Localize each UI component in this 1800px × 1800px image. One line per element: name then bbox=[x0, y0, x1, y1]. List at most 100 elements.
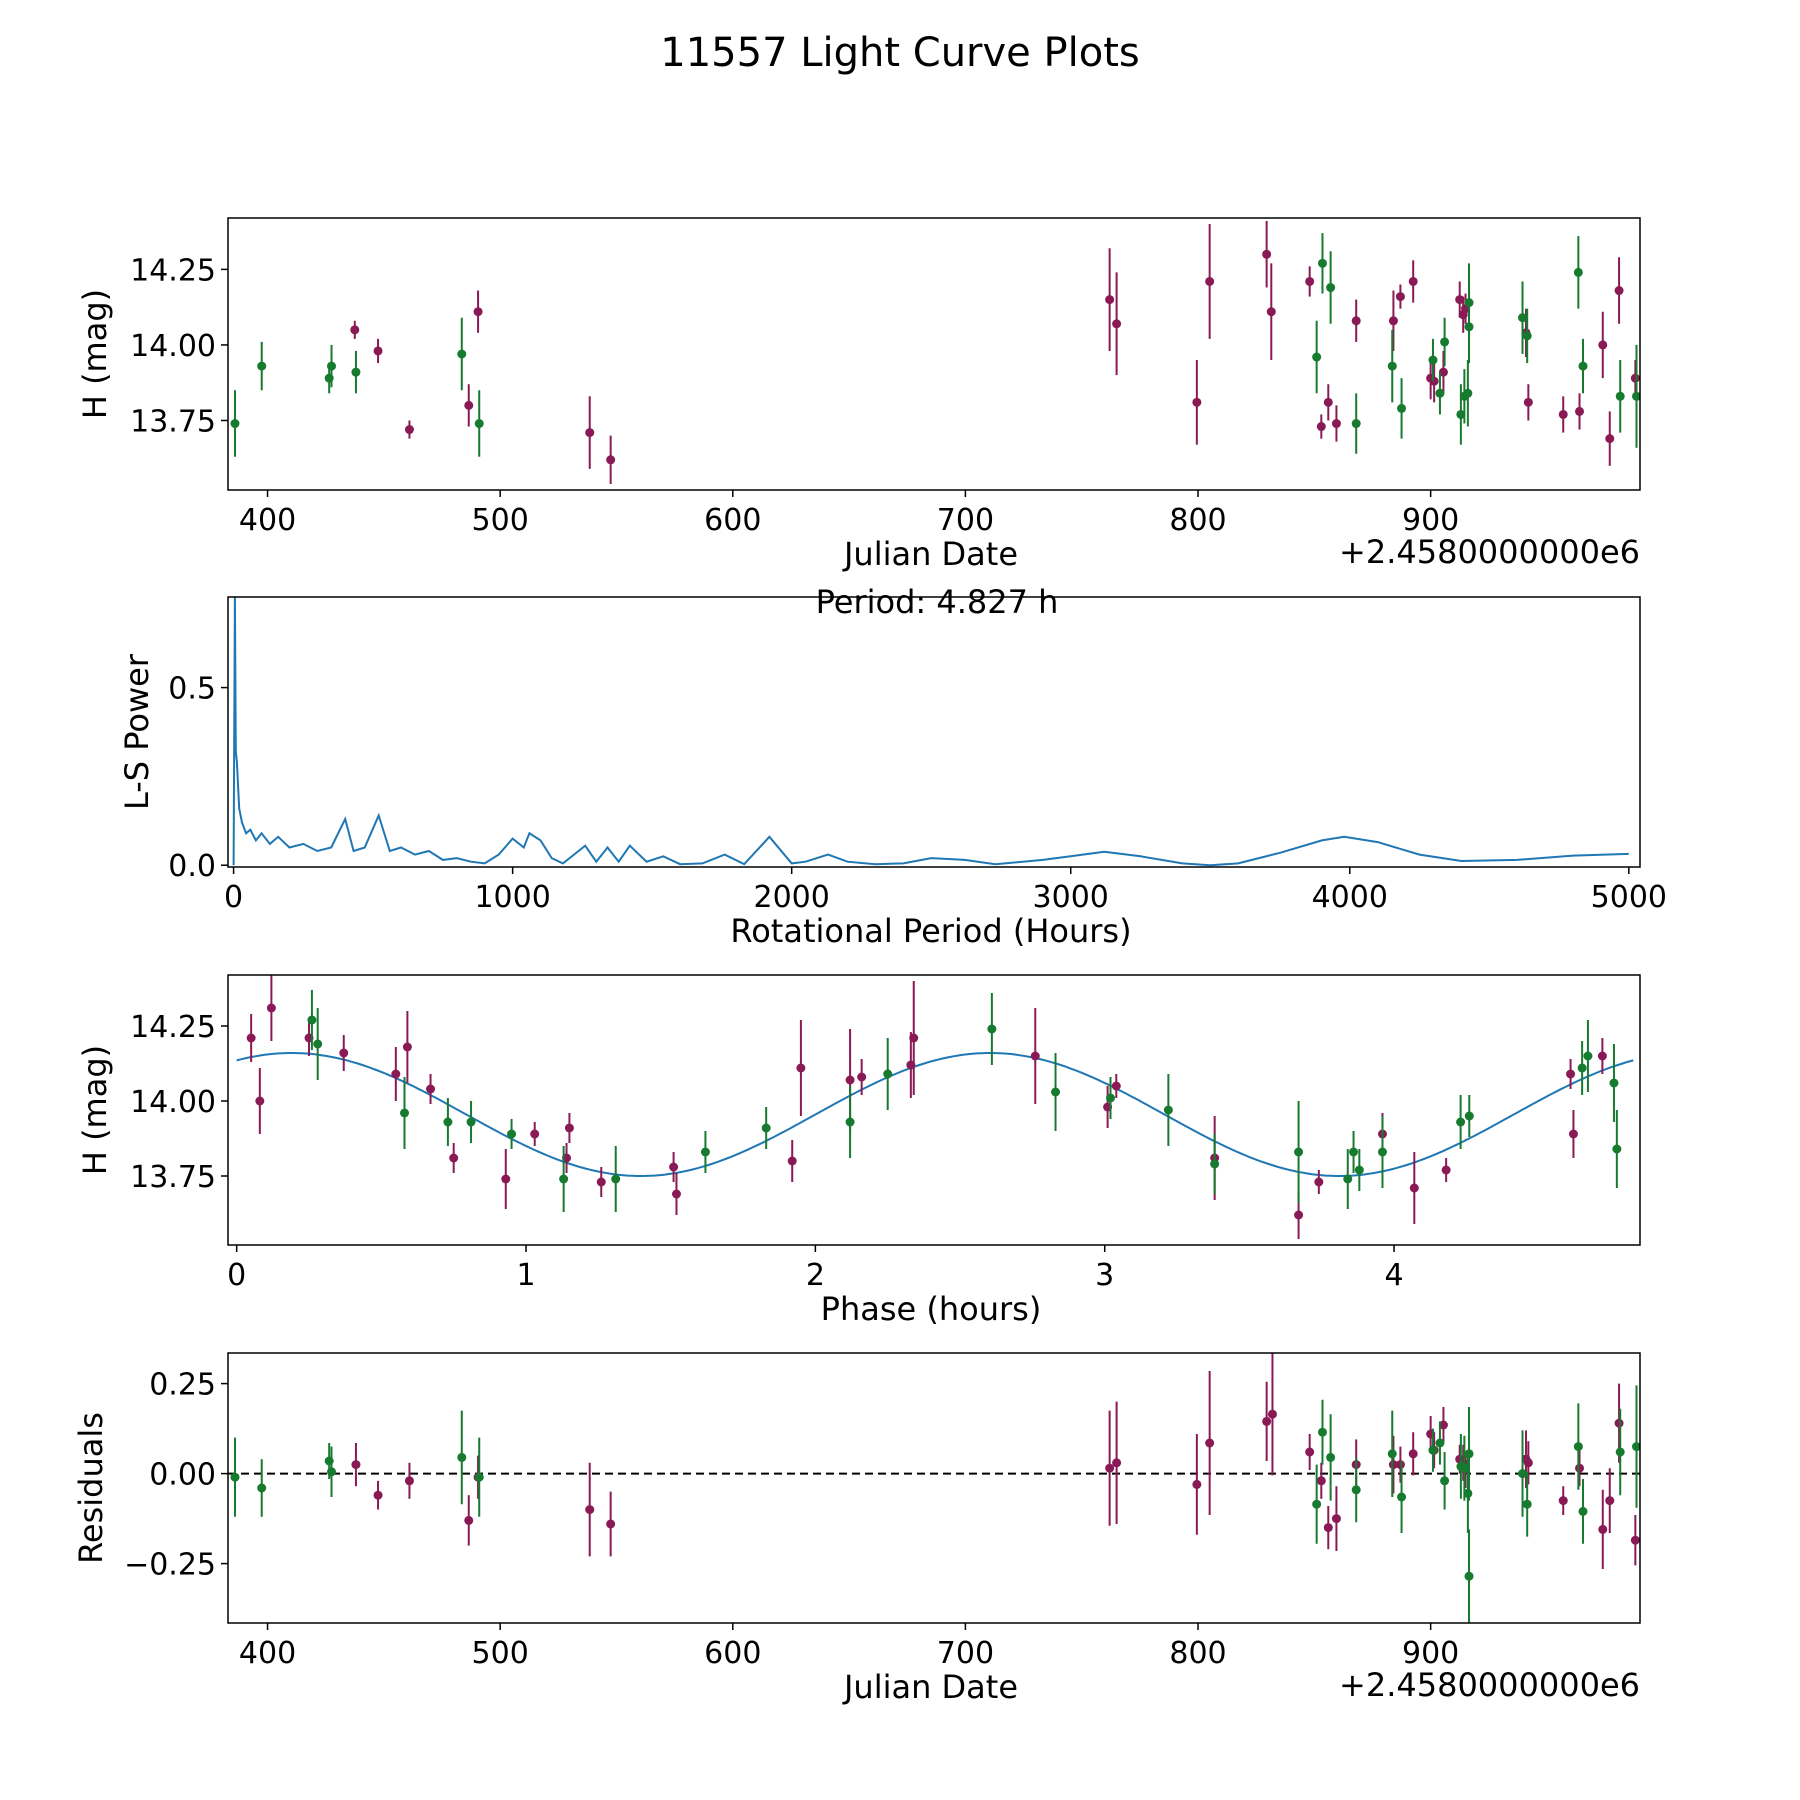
data-point bbox=[257, 1483, 267, 1493]
data-point bbox=[1435, 388, 1445, 398]
data-point bbox=[1387, 1449, 1397, 1459]
data-point bbox=[1464, 1111, 1474, 1121]
data-point bbox=[474, 1472, 484, 1482]
x-tick-label: 400 bbox=[239, 1636, 296, 1671]
data-point bbox=[1614, 286, 1624, 296]
data-point bbox=[1438, 367, 1448, 377]
data-point bbox=[1632, 1442, 1640, 1452]
y-tick-label: 0.0 bbox=[168, 849, 216, 884]
data-point bbox=[1192, 1479, 1202, 1489]
x-axis-label: Phase (hours) bbox=[821, 1290, 1042, 1328]
data-point bbox=[1568, 1129, 1578, 1139]
data-point bbox=[1615, 1447, 1625, 1457]
period-annotation: Period: 4.827 h bbox=[816, 583, 1059, 621]
data-point bbox=[1262, 1416, 1272, 1426]
data-point bbox=[1558, 409, 1568, 419]
data-point bbox=[1428, 355, 1438, 365]
x-tick-label: 700 bbox=[937, 503, 994, 538]
x-tick-label: 0 bbox=[224, 880, 243, 915]
panel-residuals: 400 500 600 700 800 900 −0.25 0.00 0.25 Julian Da… bbox=[72, 1352, 1641, 1706]
data-point bbox=[1163, 1105, 1173, 1115]
x-tick-label: 700 bbox=[937, 1636, 994, 1671]
data-point bbox=[1112, 1458, 1122, 1468]
axes-frame bbox=[227, 974, 1641, 1246]
data-point bbox=[1316, 422, 1326, 432]
data-point bbox=[1030, 1051, 1040, 1061]
data-point bbox=[1612, 1144, 1622, 1154]
data-point bbox=[1397, 403, 1407, 413]
data-point bbox=[1388, 1460, 1398, 1470]
data-point bbox=[501, 1174, 511, 1184]
data-point bbox=[1267, 1409, 1277, 1419]
data-point bbox=[1464, 1449, 1474, 1459]
data-point bbox=[1408, 276, 1418, 286]
data-point bbox=[596, 1177, 606, 1187]
data-point bbox=[845, 1117, 855, 1127]
data-point bbox=[987, 1024, 997, 1034]
data-point bbox=[1205, 276, 1215, 286]
data-point bbox=[1314, 1177, 1324, 1187]
data-point bbox=[1105, 1463, 1115, 1473]
axes-frame bbox=[227, 217, 1641, 491]
model-fit-curve bbox=[236, 1052, 1634, 1177]
data-point bbox=[1408, 1449, 1418, 1459]
data-point bbox=[1351, 316, 1361, 326]
data-point bbox=[1558, 1496, 1568, 1506]
data-point bbox=[606, 1519, 616, 1529]
x-tick-label: 2000 bbox=[754, 880, 830, 915]
data-point bbox=[1456, 409, 1466, 419]
data-point bbox=[1605, 434, 1615, 444]
data-point bbox=[351, 367, 361, 377]
y-tick-label: 14.25 bbox=[130, 253, 216, 288]
data-point bbox=[1429, 376, 1439, 386]
data-point bbox=[1583, 1051, 1593, 1061]
data-point bbox=[400, 1108, 409, 1118]
data-point bbox=[1522, 1499, 1532, 1509]
series-green bbox=[230, 233, 1640, 457]
x-tick-label: 4000 bbox=[1312, 880, 1388, 915]
data-point bbox=[443, 1117, 453, 1127]
data-point bbox=[1262, 249, 1272, 259]
data-point bbox=[1578, 361, 1588, 371]
data-point bbox=[585, 428, 595, 438]
y-tick-label: 14.25 bbox=[130, 1010, 216, 1045]
panel-phasefold: 0 1 2 3 4 13.75 14.00 14.25 Phase (hours) H (mag) bbox=[76, 974, 1641, 1328]
data-point bbox=[1575, 406, 1585, 416]
x-tick-label: 3 bbox=[1095, 1258, 1114, 1293]
y-tick-label: 14.00 bbox=[130, 329, 216, 364]
data-point bbox=[449, 1153, 459, 1163]
data-point bbox=[426, 1084, 436, 1094]
data-point bbox=[404, 425, 414, 435]
data-point bbox=[1464, 1571, 1474, 1581]
data-point bbox=[473, 307, 483, 317]
data-point bbox=[313, 1039, 323, 1049]
data-point bbox=[351, 1460, 361, 1470]
data-point bbox=[1597, 1051, 1607, 1061]
data-point bbox=[1615, 391, 1625, 401]
x-axis-label: Julian Date bbox=[842, 535, 1018, 573]
data-point bbox=[1577, 1063, 1587, 1073]
x-tick-label: 1000 bbox=[474, 880, 550, 915]
data-point bbox=[1349, 1147, 1359, 1157]
periodogram-line bbox=[232, 597, 1629, 867]
data-point bbox=[1351, 419, 1361, 429]
panel-periodogram: 0 1000 2000 3000 4000 5000 0.0 0.5 Rotational Pe… bbox=[118, 583, 1667, 950]
data-point bbox=[1598, 1524, 1608, 1534]
data-point bbox=[1435, 1438, 1445, 1448]
y-axis-label: H (mag) bbox=[76, 1045, 114, 1175]
data-point bbox=[327, 1467, 337, 1477]
data-point bbox=[1395, 1460, 1405, 1470]
data-point bbox=[1456, 1117, 1466, 1127]
data-point bbox=[1428, 1445, 1438, 1455]
data-point bbox=[1463, 1488, 1473, 1498]
data-point bbox=[530, 1129, 540, 1139]
x-axis-label: Rotational Period (Hours) bbox=[730, 912, 1131, 950]
x-offset-label: +2.4580000000e6 bbox=[1339, 1666, 1640, 1704]
x-tick-label: 2 bbox=[806, 1258, 825, 1293]
data-point bbox=[1397, 1492, 1407, 1502]
data-point bbox=[1387, 361, 1397, 371]
data-point bbox=[373, 346, 383, 356]
x-tick-label: 500 bbox=[472, 1636, 529, 1671]
data-point bbox=[1266, 307, 1276, 317]
